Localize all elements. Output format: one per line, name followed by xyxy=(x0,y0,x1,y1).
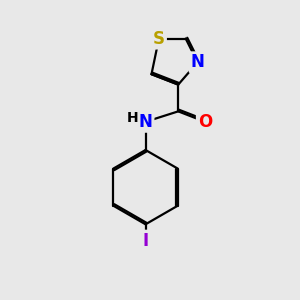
Text: H: H xyxy=(127,111,139,125)
Text: I: I xyxy=(142,232,148,250)
Text: O: O xyxy=(198,113,212,131)
Text: S: S xyxy=(153,29,165,47)
Text: N: N xyxy=(139,113,152,131)
Text: N: N xyxy=(190,53,205,71)
